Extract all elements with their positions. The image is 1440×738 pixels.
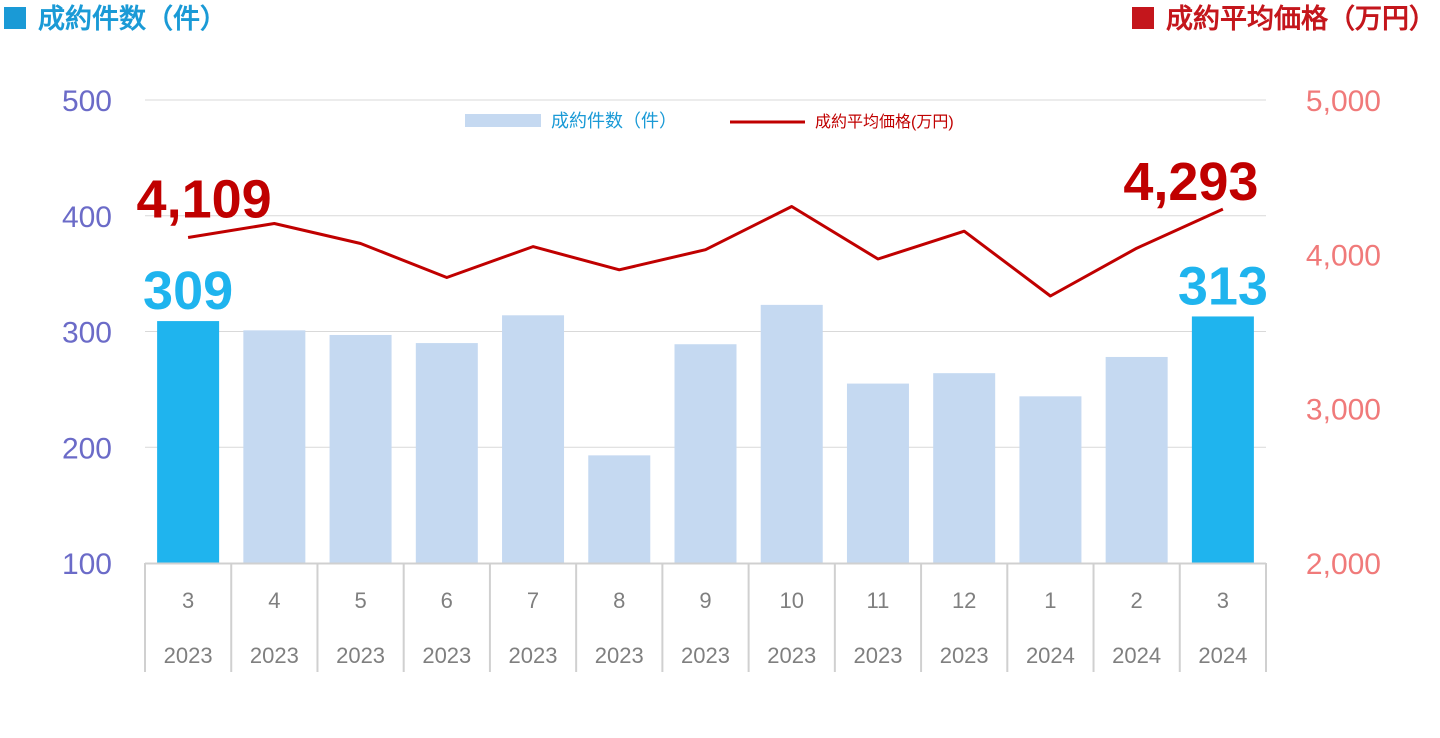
month-tick-label: 4	[268, 588, 280, 613]
year-tick-label: 2023	[595, 643, 644, 668]
month-tick-label: 7	[527, 588, 539, 613]
year-tick-label: 2023	[422, 643, 471, 668]
bar	[1019, 396, 1082, 563]
first-line-annotation: 4,109	[137, 170, 272, 230]
bar	[588, 455, 651, 563]
legend-line-label: 成約平均価格(万円)	[815, 113, 954, 131]
bar	[329, 334, 392, 563]
price-line	[187, 205, 1224, 298]
month-tick-label: 5	[354, 588, 366, 613]
right-axis-tick-label: 3,000	[1306, 394, 1381, 427]
first-bar-annotation: 309	[143, 261, 233, 321]
year-tick-label: 2023	[250, 643, 299, 668]
bar-series-header-label: 成約件数（件）	[38, 4, 227, 35]
bar-series	[157, 304, 1254, 563]
month-tick-label: 3	[182, 588, 194, 613]
year-tick-label: 2023	[681, 643, 730, 668]
year-tick-label: 2023	[509, 643, 558, 668]
legend-bar-label: 成約件数（件）	[551, 111, 677, 131]
year-tick-label: 2023	[164, 643, 213, 668]
right-axis-tick-label: 2,000	[1306, 548, 1381, 581]
last-bar-annotation: 313	[1178, 256, 1268, 316]
year-tick-label: 2023	[336, 643, 385, 668]
line-series-header-label: 成約平均価格（万円）	[1166, 4, 1436, 35]
bar-series-header: 成約件数（件）	[4, 2, 227, 38]
right-axis-tick-label: 5,000	[1306, 85, 1381, 118]
year-tick-label: 2023	[940, 643, 989, 668]
right-axis: 5,000 4,000 3,000 2,000	[1306, 85, 1381, 581]
month-tick-label: 10	[779, 588, 803, 613]
year-tick-label: 2023	[767, 643, 816, 668]
year-tick-label: 2024	[1026, 643, 1075, 668]
line-series-header: 成約平均価格（万円）	[1132, 2, 1436, 38]
blue-square-icon	[4, 7, 26, 29]
left-axis-tick-label: 100	[62, 548, 112, 581]
left-axis-tick-label: 200	[62, 432, 112, 465]
red-square-icon	[1132, 7, 1154, 29]
line-series	[187, 205, 1224, 298]
bar	[502, 315, 565, 563]
year-tick-label: 2024	[1112, 643, 1161, 668]
left-axis-tick-label: 500	[62, 85, 112, 118]
month-tick-label: 8	[613, 588, 625, 613]
month-tick-label: 3	[1217, 588, 1229, 613]
year-tick-label: 2023	[853, 643, 902, 668]
bar	[1105, 356, 1168, 563]
month-tick-label: 2	[1131, 588, 1143, 613]
month-tick-label: 12	[952, 588, 976, 613]
left-axis-tick-label: 300	[62, 317, 112, 350]
year-tick-label: 2024	[1198, 643, 1247, 668]
month-tick-label: 6	[441, 588, 453, 613]
bar	[674, 344, 737, 563]
last-line-annotation: 4,293	[1123, 152, 1258, 212]
bar	[243, 330, 306, 563]
left-axis-tick-label: 400	[62, 201, 112, 234]
category-axis: 3 2023 4 2023 5 2023 6 2023 7 2023 8 2023 9 2023 10 202…	[144, 562, 1267, 672]
bar-highlight	[1191, 316, 1254, 563]
left-axis: 500 400 300 200 100	[62, 85, 112, 581]
bar	[415, 343, 478, 563]
month-tick-label: 11	[867, 588, 890, 613]
legend-bar-swatch	[465, 114, 541, 127]
right-axis-tick-label: 4,000	[1306, 239, 1381, 272]
bar	[760, 304, 823, 563]
month-tick-label: 1	[1044, 588, 1056, 613]
bar-highlight	[157, 321, 220, 563]
bar	[846, 383, 909, 563]
bar	[933, 373, 996, 563]
legend: 成約件数（件） 成約平均価格(万円)	[465, 111, 954, 131]
month-tick-label: 9	[699, 588, 711, 613]
annotations: 309 313 4,109 4,293	[137, 152, 1268, 321]
